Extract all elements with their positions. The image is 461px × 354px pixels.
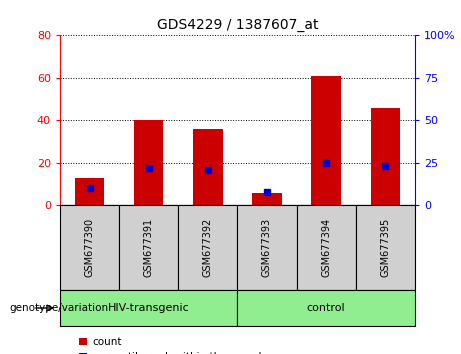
Bar xyxy=(75,178,104,205)
Text: GSM677390: GSM677390 xyxy=(84,218,95,278)
Text: GSM677392: GSM677392 xyxy=(203,218,213,278)
Text: GSM677393: GSM677393 xyxy=(262,218,272,278)
Bar xyxy=(252,193,282,205)
Bar xyxy=(193,129,223,205)
Bar xyxy=(119,205,178,290)
Title: GDS4229 / 1387607_at: GDS4229 / 1387607_at xyxy=(157,18,318,32)
Bar xyxy=(296,205,356,290)
Text: GSM677391: GSM677391 xyxy=(144,218,154,278)
Bar xyxy=(237,290,415,326)
Bar xyxy=(311,76,341,205)
Text: GSM677394: GSM677394 xyxy=(321,218,331,278)
Bar xyxy=(178,205,237,290)
Bar xyxy=(237,205,296,290)
Bar xyxy=(356,205,415,290)
Text: GSM677395: GSM677395 xyxy=(380,218,390,278)
Bar xyxy=(60,205,119,290)
Bar xyxy=(134,120,164,205)
Bar xyxy=(371,108,400,205)
Bar xyxy=(60,290,237,326)
Legend: count, percentile rank within the sample: count, percentile rank within the sample xyxy=(74,333,272,354)
Text: genotype/variation: genotype/variation xyxy=(9,303,108,313)
Text: control: control xyxy=(307,303,345,313)
Text: HIV-transgenic: HIV-transgenic xyxy=(108,303,189,313)
